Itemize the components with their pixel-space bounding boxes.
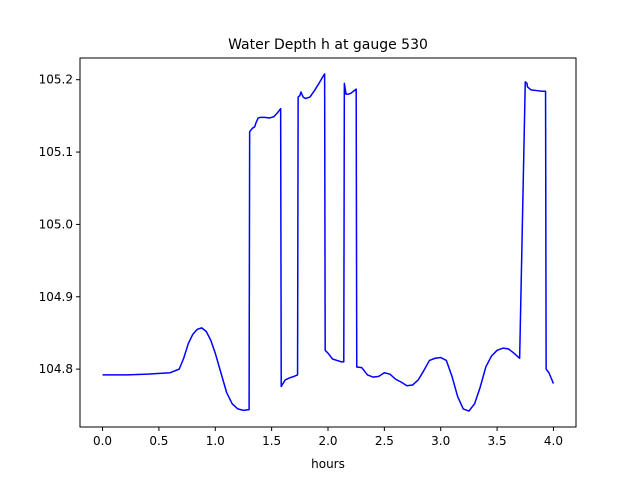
x-tick-label: 0.0 <box>93 434 112 448</box>
y-tick-label: 104.8 <box>39 362 73 376</box>
series-layer <box>102 73 555 412</box>
y-tick-label: 105.1 <box>39 145 73 159</box>
x-tick-label: 0.5 <box>149 434 168 448</box>
x-tick-label: 1.5 <box>262 434 281 448</box>
x-tick-label: 3.5 <box>488 434 507 448</box>
y-tick-label: 105.2 <box>39 73 73 87</box>
series-line-0 <box>102 73 555 412</box>
x-tick-label: 3.0 <box>431 434 450 448</box>
y-tick-label: 104.9 <box>39 290 73 304</box>
x-axis-label: hours <box>311 457 345 471</box>
y-tick-label: 105.0 <box>39 217 73 231</box>
chart-title: Water Depth h at gauge 530 <box>228 37 428 53</box>
x-axis-ticks: 0.0 0.5 1.0 1.5 2.0 2.5 3.0 3.5 4.0 <box>93 427 563 448</box>
y-axis-ticks: 104.8 104.9 105.0 105.1 105.2 <box>39 73 80 376</box>
plot-frame <box>79 57 577 428</box>
x-tick-label: 2.0 <box>318 434 337 448</box>
plot-area <box>80 58 576 427</box>
x-tick-label: 1.0 <box>206 434 225 448</box>
x-tick-label: 2.5 <box>375 434 394 448</box>
x-tick-label: 4.0 <box>544 434 563 448</box>
